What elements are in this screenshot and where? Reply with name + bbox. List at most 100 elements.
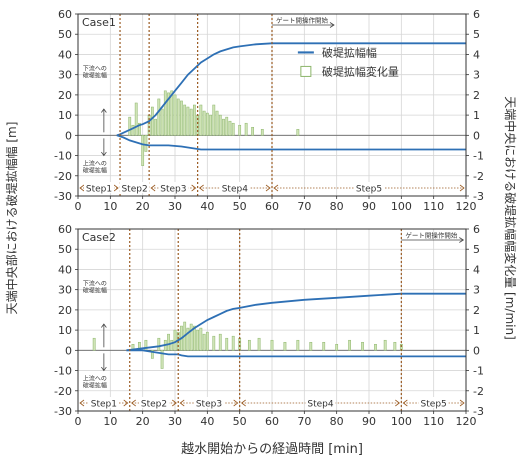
y-tick-label-left: -10 [54, 150, 72, 163]
chart-panel-2: Step1 Step2 Step3 Step4 Step5 ゲート開操作開始下流への破堤拡… [54, 223, 484, 428]
bar [144, 135, 148, 152]
step-label: Step2 [141, 400, 167, 410]
y-tick-label-right: 3 [473, 69, 480, 82]
y-tick-label-left: -20 [54, 170, 72, 183]
y-tick-label-left: 60 [58, 8, 72, 21]
case-title: Case1 [82, 16, 116, 29]
x-tick-label: 40 [200, 200, 214, 213]
y-tick-label-right: 2 [473, 304, 480, 317]
legend-line-label: 破堤拡幅幅 [322, 45, 377, 59]
y-tick-label-right: 6 [473, 8, 480, 21]
step-label: Step4 [307, 400, 333, 410]
bar [270, 339, 274, 351]
step-label-bg [193, 397, 224, 408]
y-tick-label-right: 1 [473, 109, 480, 122]
step-label-bg [219, 182, 250, 193]
bar [283, 341, 287, 351]
step-arrowhead [131, 399, 136, 407]
x-tick-label: 10 [103, 200, 117, 213]
bar [202, 333, 206, 351]
bar [173, 94, 177, 136]
x-tick-label: 0 [75, 200, 82, 213]
down-arrowhead [101, 366, 107, 372]
x-tick-label: 110 [423, 415, 444, 428]
y-tick-label-right: -2 [473, 170, 484, 183]
y-tick-label-left: -10 [54, 365, 72, 378]
step-label: Step1 [86, 185, 112, 195]
y-tick-label-right: 4 [473, 263, 480, 276]
x-tick-label: 0 [75, 415, 82, 428]
x-tick-label: 50 [233, 200, 247, 213]
y-tick-label-left: 0 [65, 344, 72, 357]
step-label-bg [138, 397, 169, 408]
bar [183, 104, 187, 136]
step-label-bg [88, 397, 119, 408]
bar [170, 339, 174, 351]
bar [238, 337, 242, 351]
bar [260, 129, 264, 136]
y-tick-label-right: -2 [473, 385, 484, 398]
y-tick-label-right: 3 [473, 284, 480, 297]
downstream-label: 下流への [83, 280, 107, 288]
y-tick-label-left: -30 [54, 405, 72, 418]
step-label-bg [354, 182, 384, 193]
step-arrowhead [265, 184, 271, 192]
bar [244, 122, 248, 136]
bar [134, 102, 138, 136]
step-arrowhead [402, 399, 408, 407]
step-label: Step1 [91, 400, 117, 410]
x-tick-label: 20 [136, 200, 150, 213]
bar [160, 108, 164, 136]
y-tick-label-left: 40 [58, 48, 72, 61]
bar [231, 335, 235, 351]
y-tick-label-right: 4 [473, 48, 480, 61]
y-tick-label-right: -1 [473, 150, 484, 163]
y-axis-label-left: 天端中央部における破堤拡幅幅 [m] [4, 122, 19, 315]
upstream-label: 破堤拡幅 [83, 167, 107, 175]
x-tick-label: 60 [265, 200, 279, 213]
bar [247, 339, 251, 351]
bar [176, 98, 180, 136]
bar [150, 106, 154, 136]
up-arrowhead [101, 323, 107, 328]
bar [205, 331, 209, 351]
bar [202, 110, 206, 136]
step-label-bg [84, 182, 115, 193]
y-tick-label-left: 40 [58, 263, 72, 276]
bar [335, 344, 339, 351]
bar [296, 129, 300, 136]
bar [322, 341, 326, 351]
y-tick-label-right: -1 [473, 365, 484, 378]
x-tick-label: 70 [297, 200, 311, 213]
x-tick-label: 120 [456, 200, 477, 213]
step-label-bg [305, 397, 336, 408]
step-arrowhead [459, 184, 465, 192]
bar [361, 341, 364, 351]
step-arrowhead [171, 399, 177, 407]
upstream-line [126, 349, 466, 358]
bar [186, 106, 190, 136]
step-arrowhead [113, 184, 119, 192]
down-arrowhead [101, 151, 107, 157]
up-arrowhead [101, 108, 107, 113]
x-tick-label: 80 [330, 200, 344, 213]
y-tick-label-right: 5 [473, 28, 480, 41]
downstream-label: 破堤拡幅 [83, 287, 107, 295]
x-tick-label: 30 [168, 415, 182, 428]
bar [222, 118, 225, 136]
bar [92, 337, 96, 351]
x-tick-label: 40 [200, 415, 214, 428]
bar [167, 92, 170, 136]
y-tick-label-right: 1 [473, 324, 480, 337]
step-arrowhead [241, 399, 246, 407]
x-tick-label: 20 [136, 415, 150, 428]
x-tick-label: 120 [456, 415, 477, 428]
bar [209, 114, 212, 136]
step-label: Step5 [421, 400, 447, 410]
bar [231, 122, 235, 136]
step-label: Step4 [222, 185, 248, 195]
y-tick-label-left: -20 [54, 385, 72, 398]
step-label: Step3 [160, 185, 186, 195]
y-tick-label-left: 20 [58, 89, 72, 102]
